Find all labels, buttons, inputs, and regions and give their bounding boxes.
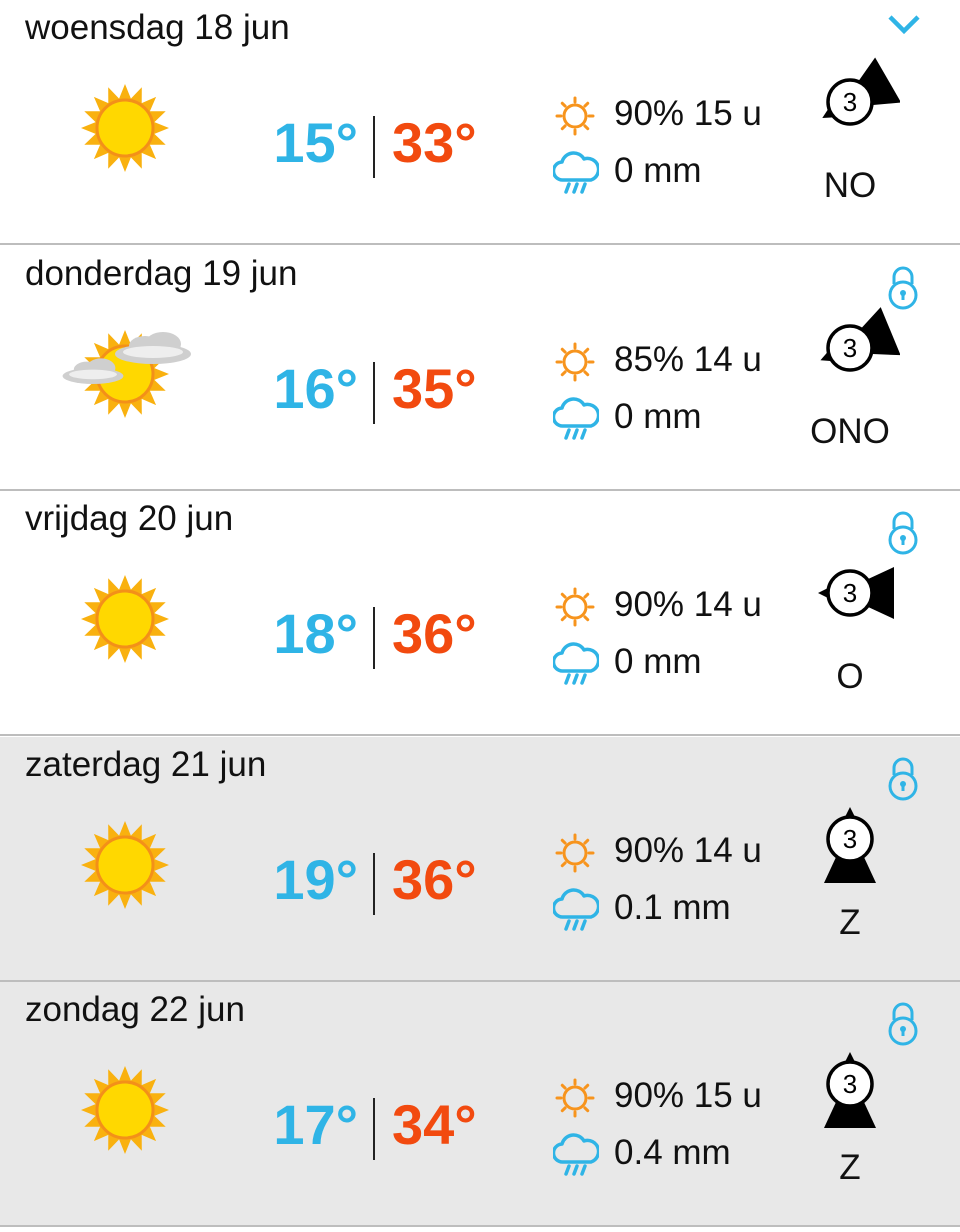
wind-direction-label: Z [839,1148,861,1187]
svg-text:3: 3 [843,824,857,854]
wind-direction-icon: 3 [800,789,900,889]
rain-cloud-icon [551,396,601,442]
sun-icon [75,569,175,669]
precipitation-text: 0.1 mm [614,887,731,927]
sunshine-text: 90% 15 u [614,94,762,133]
rain-cloud-icon [551,150,601,196]
max-temp: 33° [392,111,477,174]
lock-icon[interactable] [885,264,921,310]
sun-icon [75,1060,175,1160]
svg-text:3: 3 [843,333,857,363]
lock-icon[interactable] [885,509,921,555]
day-date: vrijdag 20 jun [25,499,234,538]
wind-direction-label: ONO [810,411,890,451]
chevron-down-icon[interactable] [886,12,922,36]
min-temp: 19° [273,847,358,911]
sunshine-icon [553,831,597,875]
wind-direction-icon: 3 [800,1034,900,1134]
sunshine-icon [553,94,597,138]
sunshine-icon [553,340,597,384]
max-temp: 34° [392,1093,477,1156]
sunshine-text: 90% 14 u [614,585,762,624]
precipitation-text: 0 mm [614,396,702,436]
day-date: donderdag 19 jun [25,253,298,293]
day-date: woensdag 18 jun [25,8,290,47]
min-temp: 15° [273,111,358,174]
precipitation-text: 0.4 mm [614,1133,731,1172]
temp-divider [373,852,375,915]
day-row[interactable]: zaterdag 21 jun 19° 36° 90% 14 u 0.1 mm … [0,736,960,982]
wind-direction-label: O [836,657,864,696]
precipitation-text: 0 mm [614,151,702,190]
day-row[interactable]: donderdag 19 jun 16° 35° 85% 14 u 0 mm 3… [0,246,960,491]
temp-divider [373,116,375,178]
sun-clouds-icon [62,324,191,424]
temp-divider [373,361,375,424]
svg-text:3: 3 [843,578,857,608]
sunshine-icon [553,1076,597,1120]
max-temp: 36° [392,602,477,665]
sunshine-text: 90% 14 u [614,830,762,870]
rain-cloud-icon [551,641,601,687]
temp-divider [373,1098,375,1160]
temp-divider [373,607,375,669]
sun-icon [75,78,175,178]
rain-cloud-icon [551,1132,601,1178]
max-temp: 35° [392,356,477,420]
wind-direction-icon: 3 [800,543,900,643]
sunshine-text: 90% 15 u [614,1076,762,1115]
wind-direction-icon: 3 [800,298,901,398]
lock-icon[interactable] [885,755,921,801]
min-temp: 17° [273,1093,358,1156]
sunshine-text: 85% 14 u [614,339,762,379]
lock-icon[interactable] [885,1000,921,1046]
wind-direction-icon: 3 [800,52,902,152]
min-temp: 16° [273,356,358,420]
sunshine-icon [553,585,597,629]
wind-direction-label: NO [823,166,877,205]
wind-direction-label: Z [839,902,861,942]
day-date: zaterdag 21 jun [25,744,267,784]
svg-text:3: 3 [843,87,857,117]
day-row[interactable]: woensdag 18 jun 15° 33° 90% 15 u 0 mm 3 … [0,0,960,245]
precipitation-text: 0 mm [614,642,702,681]
day-row[interactable]: zondag 22 jun 17° 34° 90% 15 u 0.4 mm 3 … [0,982,960,1227]
svg-text:3: 3 [843,1069,857,1099]
sun-icon [75,815,175,915]
min-temp: 18° [273,602,358,665]
rain-cloud-icon [551,887,601,933]
day-row[interactable]: vrijdag 20 jun 18° 36° 90% 14 u 0 mm 3 O [0,491,960,736]
max-temp: 36° [392,847,477,911]
day-date: zondag 22 jun [25,990,245,1029]
